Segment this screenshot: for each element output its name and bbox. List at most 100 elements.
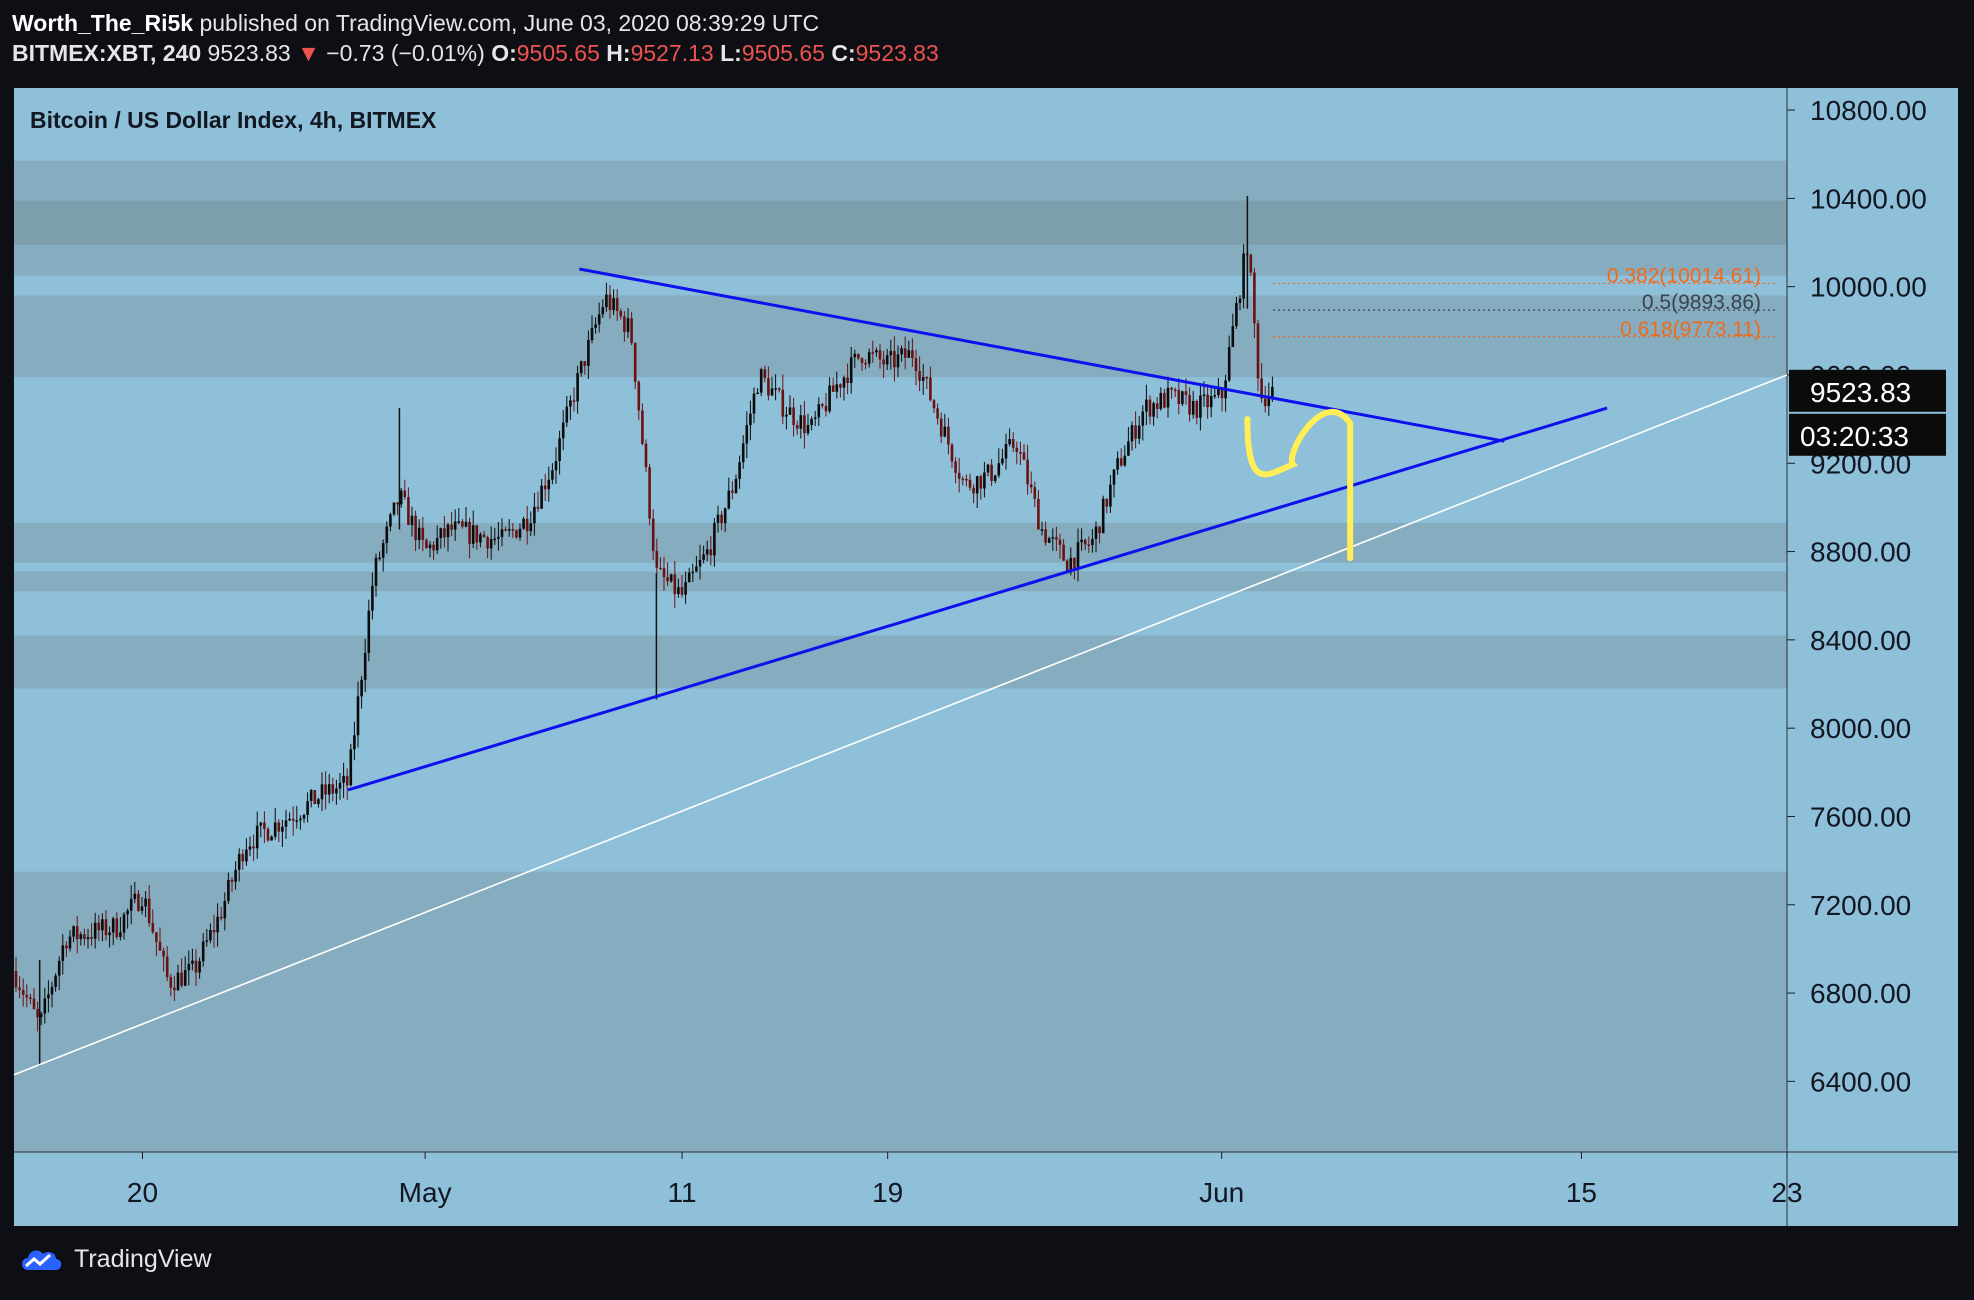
candle-body: [1217, 389, 1220, 396]
candle-body: [1051, 537, 1055, 539]
candle-body: [597, 314, 601, 325]
candle-body: [1037, 498, 1040, 530]
candle-body: [345, 775, 349, 786]
candle-body: [111, 918, 115, 933]
high-value: 9527.13: [630, 40, 714, 66]
candle-body: [187, 963, 191, 971]
candle-body: [176, 972, 180, 991]
candle-body: [677, 587, 680, 595]
candle-body: [950, 444, 954, 462]
ascending-support-line[interactable]: [347, 406, 1608, 792]
projection-path[interactable]: [1244, 409, 1354, 562]
candle-body: [759, 369, 763, 393]
candle-body: [1062, 544, 1065, 561]
candle-body: [115, 918, 119, 938]
candle-body: [97, 922, 101, 931]
countdown-tag: [1789, 413, 1946, 456]
candle-body: [900, 348, 903, 355]
candle-body: [565, 406, 569, 423]
last-price-tag-label: 9523.83: [1810, 377, 1911, 408]
candle-body: [309, 790, 313, 801]
candle-body: [705, 549, 709, 555]
candle-body: [716, 514, 720, 523]
author-name[interactable]: Worth_The_Ri5k: [12, 10, 194, 36]
candle-body: [947, 426, 950, 445]
candle-body: [839, 384, 842, 388]
fib-level-label: 0.5(9893.86): [1642, 291, 1761, 314]
tradingview-cloud-icon: [22, 1250, 62, 1270]
candle-body: [882, 359, 885, 365]
candle-body: [536, 506, 540, 509]
candle-body: [1145, 399, 1148, 412]
candle-body: [353, 735, 356, 750]
candle-body: [461, 521, 464, 527]
footer-brand: TradingView: [18, 1244, 212, 1274]
candle-body: [590, 327, 594, 341]
candle-body: [356, 696, 360, 736]
candle-body: [173, 987, 176, 991]
time-axis[interactable]: [14, 1152, 1958, 1226]
candle-body: [389, 514, 392, 527]
candle-body: [39, 1013, 43, 1018]
candle-body: [479, 534, 482, 543]
candle-body: [939, 418, 943, 437]
fib-level-label: 0.382(10014.61): [1607, 264, 1761, 287]
candle-body: [32, 998, 36, 1009]
candle-body: [158, 941, 162, 951]
candle-body: [54, 975, 57, 987]
candle-body: [327, 784, 331, 795]
candle-body: [756, 392, 759, 395]
candle-body: [515, 530, 518, 538]
candle-body: [259, 822, 263, 826]
candle-body: [824, 405, 828, 412]
candle-body: [972, 487, 975, 494]
candle-body: [842, 377, 846, 388]
candle-body: [619, 310, 623, 317]
candle-body: [777, 388, 781, 390]
candle-body: [1026, 459, 1029, 485]
candle-body: [997, 463, 1001, 476]
candle-body: [230, 879, 234, 882]
candle-body: [1069, 557, 1073, 573]
candle-body: [763, 369, 767, 379]
candle-body: [612, 298, 615, 311]
candle-body: [795, 424, 799, 429]
candle-body: [990, 464, 993, 481]
candle-body: [144, 898, 147, 907]
candle-body: [1119, 458, 1123, 466]
countdown-tag-label: 03:20:33: [1800, 421, 1909, 452]
footer-brand-text[interactable]: TradingView: [74, 1244, 212, 1273]
y-tick-label: 10400.00: [1810, 183, 1927, 214]
candle-body: [817, 404, 821, 418]
change-down-icon: ▼: [297, 40, 320, 66]
candle-body: [432, 544, 435, 551]
candle-body: [471, 525, 475, 544]
candle-body: [407, 497, 410, 525]
candle-body: [140, 906, 144, 911]
candle-body: [936, 408, 939, 419]
candle-body: [194, 960, 198, 973]
candle-body: [1152, 403, 1155, 417]
descending-resistance-line[interactable]: [579, 267, 1505, 443]
candle-body: [727, 490, 731, 509]
candle-body: [1123, 455, 1127, 466]
candle-body: [183, 970, 187, 986]
candle-body: [428, 544, 432, 549]
candle-body: [738, 462, 741, 479]
price-axis[interactable]: [1787, 88, 1958, 1152]
candle-body: [741, 443, 745, 463]
candle-body: [245, 849, 248, 862]
candle-body: [1141, 411, 1145, 426]
candle-body: [65, 945, 68, 949]
candle-body: [180, 972, 183, 986]
candle-body: [1047, 538, 1051, 543]
candle-body: [317, 799, 320, 805]
candle-body: [889, 351, 893, 356]
candle-body: [385, 526, 389, 544]
candle-body: [450, 524, 453, 530]
candle-body: [403, 490, 407, 498]
long-term-support-line[interactable]: [13, 374, 1788, 1076]
candle-body: [165, 956, 169, 978]
symbol-label[interactable]: BITMEX:XBT, 240: [12, 40, 202, 66]
